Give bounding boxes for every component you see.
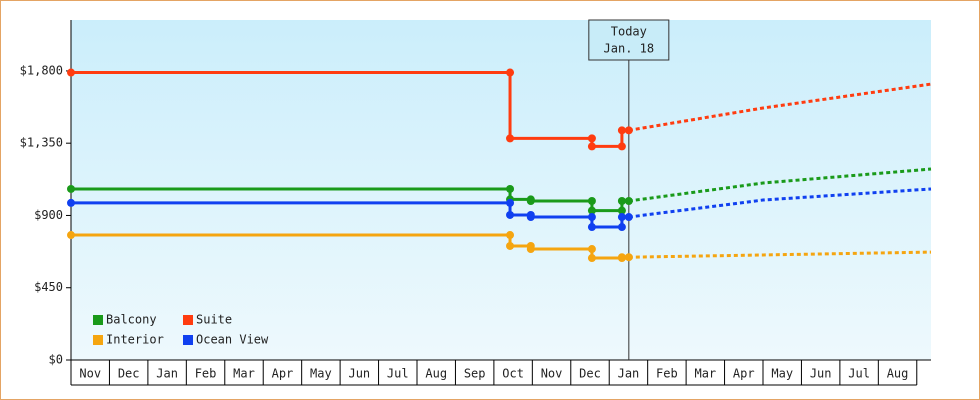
- point: [617, 197, 626, 206]
- point: [587, 206, 596, 215]
- point: [506, 241, 515, 250]
- x-tick-label: May: [310, 367, 332, 381]
- point: [67, 184, 75, 193]
- x-tick-label: Dec: [118, 367, 140, 381]
- series-line: [71, 187, 629, 213]
- point: [587, 223, 596, 232]
- legend-swatch: [93, 315, 103, 325]
- point: [624, 253, 633, 262]
- y-tick-label: $1,350: [20, 136, 63, 150]
- point: [526, 197, 535, 206]
- x-tick-label: Feb: [656, 367, 678, 381]
- x-tick-label: Jul: [387, 367, 409, 381]
- y-tick-label: $0: [49, 353, 63, 367]
- forecast-line: [628, 82, 932, 132]
- today-box: [588, 19, 670, 61]
- point: [617, 213, 626, 222]
- legend-swatch: [93, 335, 103, 345]
- x-tick-label: Feb: [195, 367, 217, 381]
- point: [617, 253, 626, 262]
- point: [506, 68, 515, 77]
- point: [587, 213, 596, 222]
- point: [67, 231, 75, 240]
- point: [587, 245, 596, 254]
- point: [587, 134, 596, 143]
- x-tick-label: Jan: [618, 367, 640, 381]
- x-tick-label: May: [771, 367, 793, 381]
- point: [587, 197, 596, 206]
- point: [587, 142, 596, 151]
- point: [526, 213, 535, 222]
- point: [617, 223, 626, 232]
- y-tick-label: $450: [34, 280, 63, 294]
- point: [67, 68, 75, 77]
- forecast-line: [628, 250, 932, 259]
- point: [506, 184, 515, 193]
- x-tick-label: Apr: [272, 367, 294, 381]
- today-label: Jan. 18: [604, 42, 655, 56]
- point: [624, 126, 633, 135]
- x-tick-label: Apr: [733, 367, 755, 381]
- point: [624, 213, 633, 222]
- y-tick-label: $1,800: [20, 63, 63, 77]
- x-tick-label: Mar: [694, 367, 716, 381]
- point: [506, 134, 515, 143]
- legend-swatch: [183, 315, 193, 325]
- x-tick-label: Sep: [464, 367, 486, 381]
- legend-label: Interior: [106, 333, 164, 347]
- point: [506, 231, 515, 240]
- point: [506, 210, 515, 219]
- x-tick-label: Dec: [579, 367, 601, 381]
- point: [617, 126, 626, 135]
- x-tick-label: Jan: [156, 367, 178, 381]
- series-line: [71, 201, 629, 229]
- x-tick-label: Jul: [848, 367, 870, 381]
- point: [506, 198, 515, 207]
- point: [617, 142, 626, 151]
- y-tick-label: $900: [34, 208, 63, 222]
- legend-label: Ocean View: [196, 333, 269, 347]
- legend-label: Balcony: [106, 313, 157, 327]
- x-tick-label: Nov: [79, 367, 101, 381]
- point: [587, 254, 596, 263]
- forecast-line: [628, 187, 932, 219]
- x-tick-label: Nov: [541, 367, 563, 381]
- x-tick-label: Aug: [887, 367, 909, 381]
- point: [624, 197, 633, 206]
- forecast-line: [628, 167, 932, 203]
- x-tick-label: Jun: [348, 367, 370, 381]
- x-tick-label: Jun: [810, 367, 832, 381]
- point: [67, 198, 75, 207]
- today-label: Today: [611, 25, 647, 39]
- x-tick-label: Mar: [233, 367, 255, 381]
- x-tick-label: Oct: [502, 367, 524, 381]
- point: [526, 245, 535, 254]
- legend-swatch: [183, 335, 193, 345]
- legend-label: Suite: [196, 313, 232, 327]
- x-tick-label: Aug: [425, 367, 447, 381]
- point: [617, 206, 626, 215]
